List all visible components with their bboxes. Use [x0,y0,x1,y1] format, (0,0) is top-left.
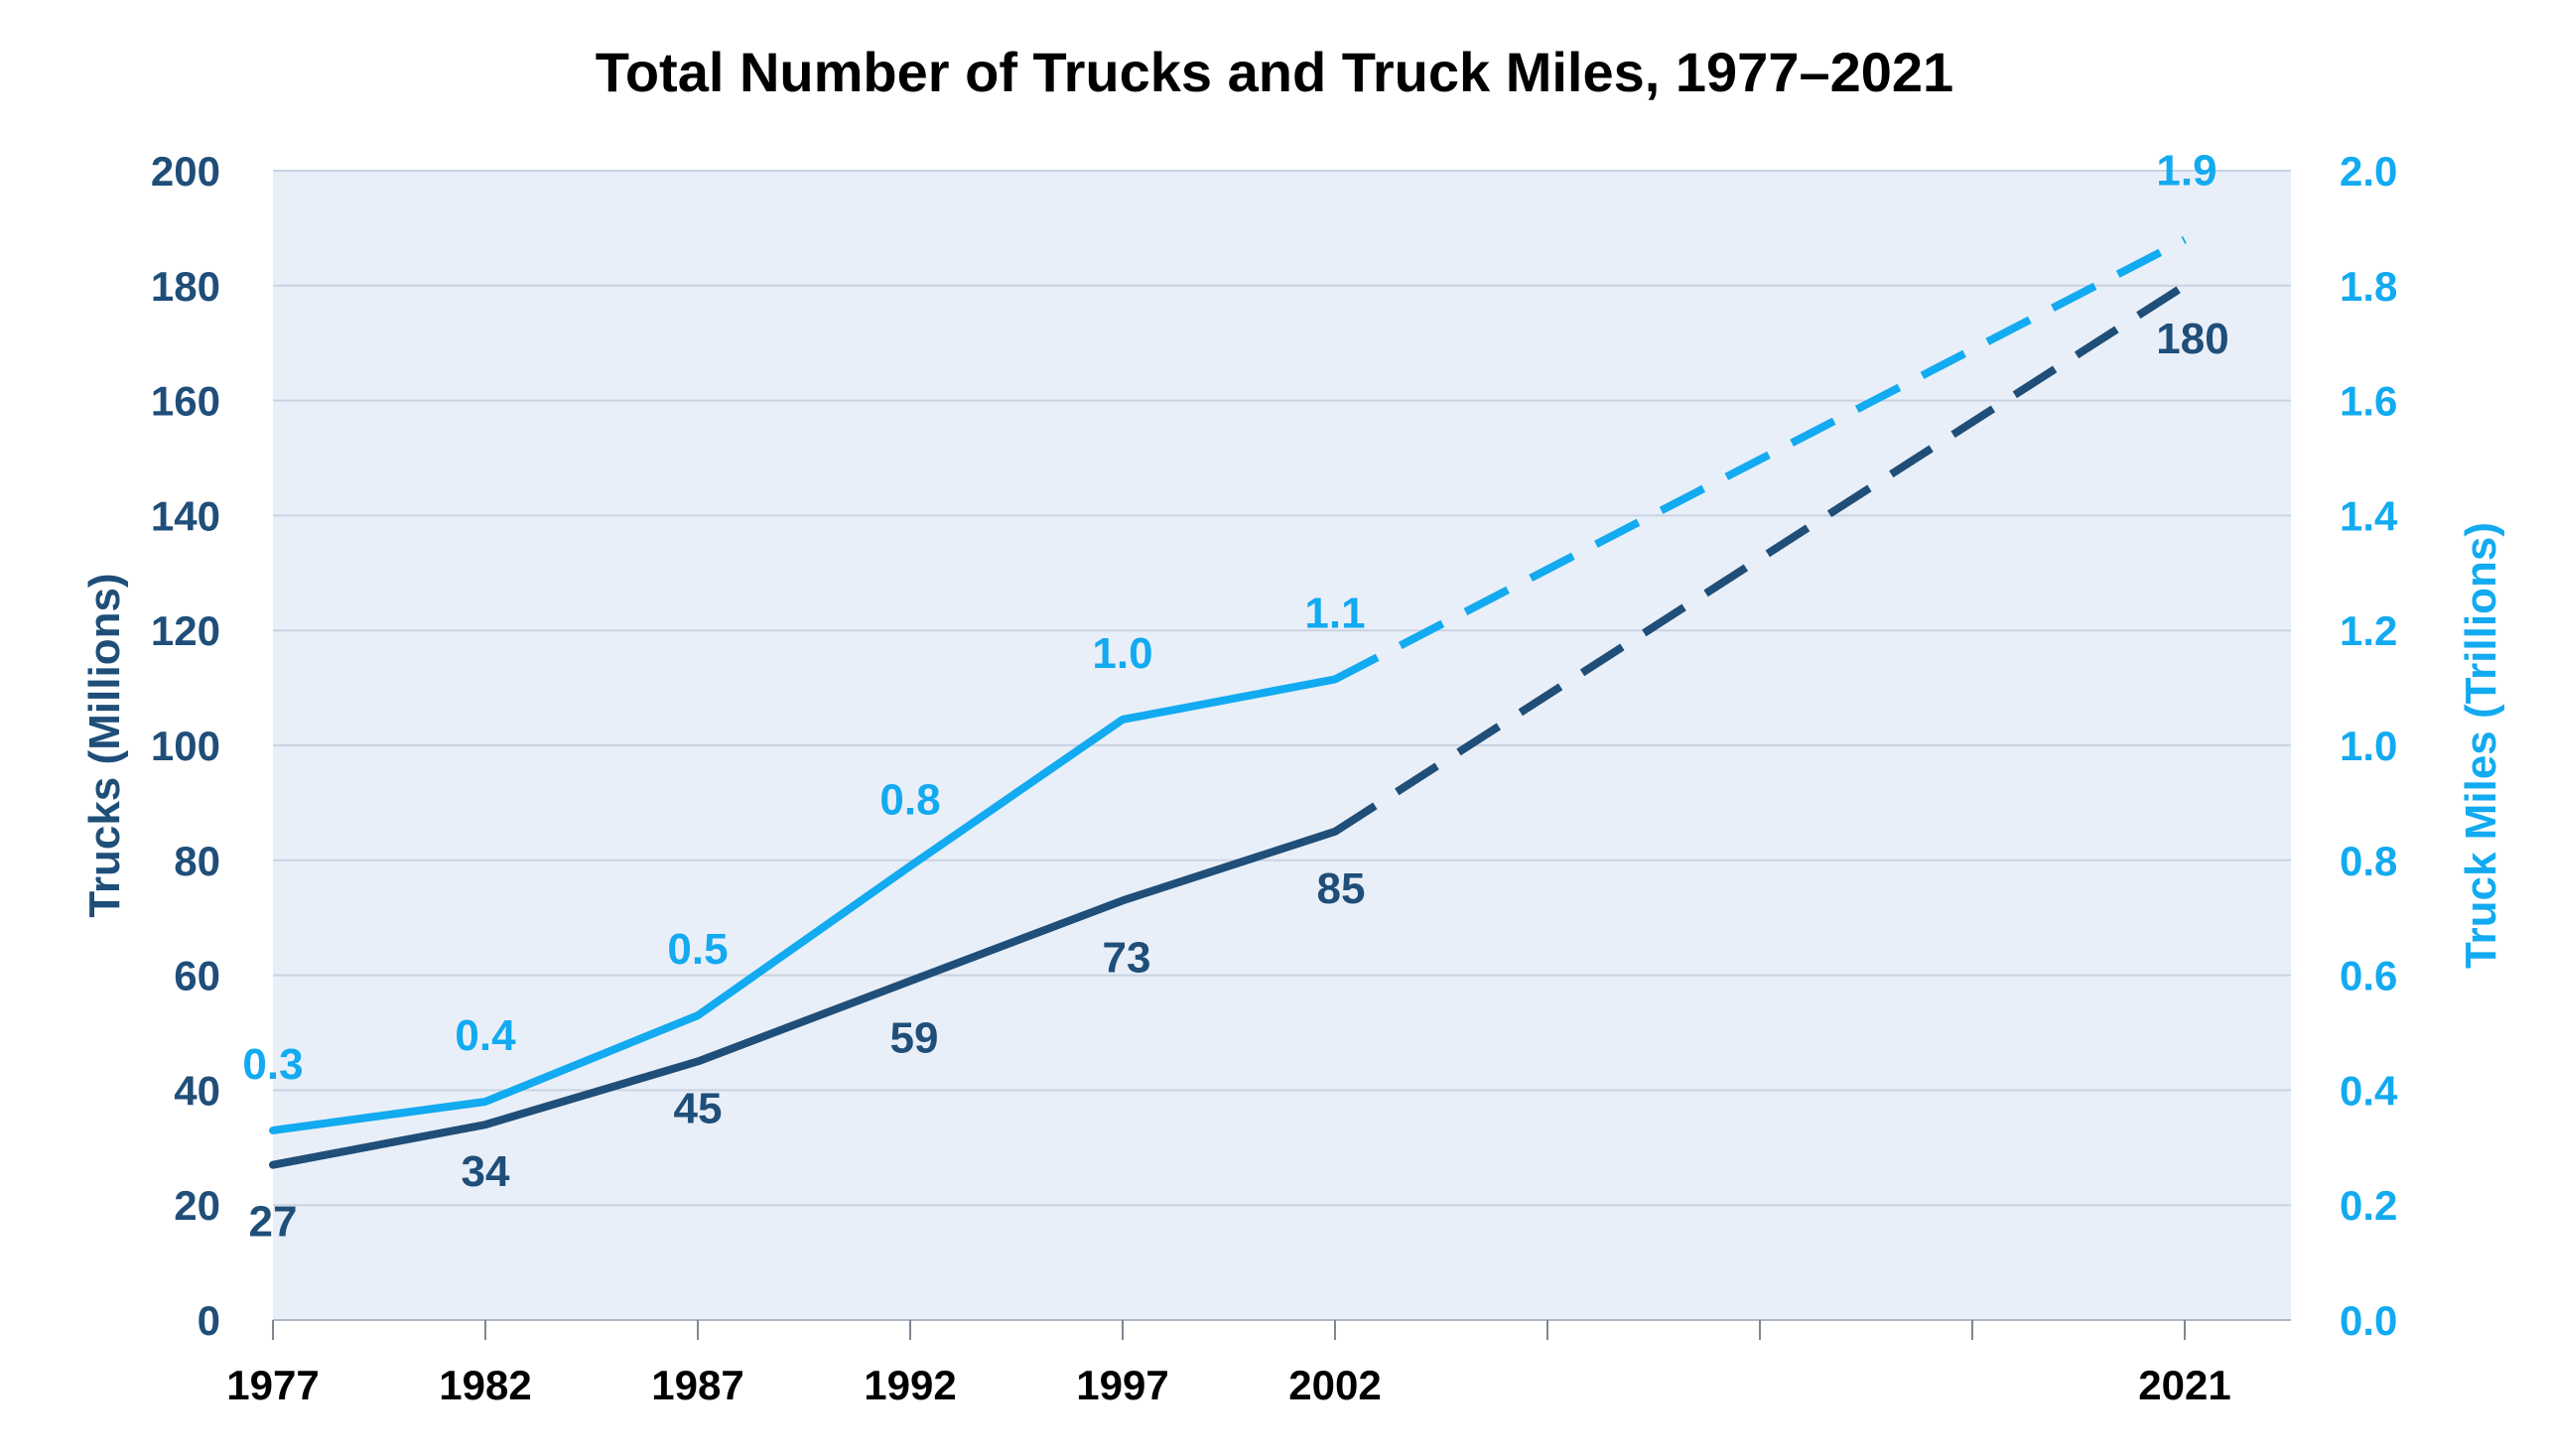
x-tick-label: 1992 [864,1362,956,1408]
data-label: 1.1 [1304,589,1365,637]
trucks-line [269,827,1339,1169]
data-label: 0.8 [879,776,940,825]
y-left-tick-label: 140 [151,492,220,539]
data-label: 0.5 [667,925,728,974]
data-label: 45 [674,1084,723,1132]
y-right-tick-label: 1.4 [2340,492,2398,539]
y-right-tick-label: 0.8 [2340,838,2397,884]
y-axis-left-label: Trucks (Millions) [80,573,129,917]
y-right-tick-label: 1.6 [2340,378,2397,425]
y-left-tick-label: 200 [151,148,220,195]
y-right-tick-label: 0.4 [2340,1067,2398,1114]
y-right-tick-label: 1.8 [2340,263,2397,310]
data-label: 73 [1103,933,1151,982]
y-right-tick-label: 0.0 [2340,1297,2397,1344]
data-label: 27 [249,1198,298,1247]
truck-miles-projection-line [1333,235,2187,683]
x-tick-label: 2002 [1288,1362,1381,1408]
data-label: 0.3 [242,1040,303,1089]
x-tick-label: 1982 [439,1362,531,1408]
trucks-projection-line [1332,282,2188,836]
data-label: 85 [1317,864,1366,913]
y-axis-right-label: Truck Miles (Trillions) [2457,522,2505,969]
y-right-tick-label: 0.2 [2340,1182,2397,1229]
y-left-tick-label: 40 [174,1067,220,1114]
y-left-tick-label: 100 [151,723,220,769]
y-left-tick-label: 180 [151,263,220,310]
x-tick-label: 1977 [226,1362,319,1408]
y-left-tick-label: 0 [198,1297,220,1344]
y-left-tick-label: 120 [151,607,220,654]
data-label: 1.0 [1092,629,1152,678]
y-right-tick-label: 0.6 [2340,953,2397,999]
y-left-tick-label: 60 [174,953,220,999]
chart-title: Total Number of Trucks and Truck Miles, … [596,41,1953,103]
data-label: 180 [2156,315,2228,363]
truck-miles-line [269,675,1339,1134]
y-left-tick-label: 160 [151,378,220,425]
y-left-tick-label: 20 [174,1182,220,1229]
data-label: 34 [462,1147,510,1196]
data-label: 59 [890,1013,939,1062]
x-tick-label: 2021 [2138,1362,2230,1408]
y-left-tick-label: 80 [174,838,220,884]
y-right-tick-label: 2.0 [2340,148,2397,195]
y-right-tick-label: 1.0 [2340,723,2397,769]
x-tick-label: 1987 [651,1362,743,1408]
data-label: 0.4 [455,1011,516,1060]
data-label: 1.9 [2156,146,2216,195]
x-tick-label: 1997 [1076,1362,1168,1408]
y-right-tick-label: 1.2 [2340,607,2397,654]
